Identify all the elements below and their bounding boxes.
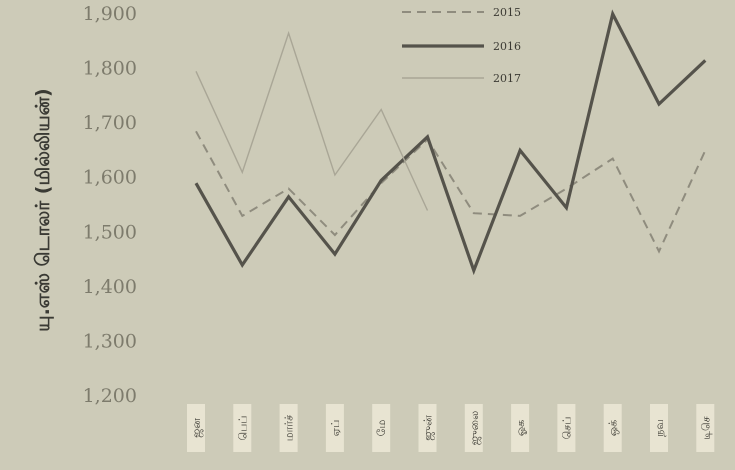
x-tick: பெப் bbox=[233, 404, 252, 452]
legend: 2015 2016 2017 bbox=[402, 6, 521, 85]
x-tick-label: ஒக் bbox=[607, 420, 620, 436]
x-tick-box bbox=[325, 404, 344, 452]
series-lines bbox=[194, 9, 707, 276]
x-tick-label: செப் bbox=[560, 417, 573, 440]
x-tick: ஜுலை bbox=[464, 404, 483, 452]
series-line-2016 bbox=[194, 9, 707, 276]
y-tick-labels: 1,200 1,300 1,400 1,500 1,600 1,700 1,800 1,900 bbox=[83, 3, 137, 407]
x-tick-label: ஜன bbox=[190, 418, 204, 438]
x-tick-box bbox=[372, 404, 391, 452]
x-tick-box bbox=[557, 404, 576, 452]
x-tick: ஒக் bbox=[603, 404, 622, 452]
x-tick-label: மார்ச் bbox=[283, 415, 296, 441]
y-tick-label: 1,800 bbox=[83, 58, 137, 80]
x-tick: செப் bbox=[557, 404, 576, 452]
y-tick-label: 1,300 bbox=[83, 330, 137, 352]
x-tick: மார்ச் bbox=[279, 404, 298, 452]
legend-item: 2015 bbox=[402, 6, 521, 19]
legend-item: 2017 bbox=[402, 72, 521, 85]
y-tick-label: 1,200 bbox=[83, 385, 137, 407]
y-tick-label: 1,600 bbox=[83, 167, 137, 189]
y-tick-label: 1,500 bbox=[83, 221, 137, 243]
x-tick-box bbox=[233, 404, 252, 452]
x-tick-label: ஜுன் bbox=[422, 415, 436, 441]
x-tick-label: ஏப் bbox=[329, 420, 342, 437]
category-labels: ஜன பெப் மார்ச் ஏப் மே ஜுன் ஜுலை ஓக செப் ஒக் நவ டிசெ bbox=[187, 404, 715, 452]
x-tick: மே bbox=[372, 404, 391, 452]
x-tick-box bbox=[696, 404, 715, 452]
y-tick-label: 1,400 bbox=[83, 276, 137, 298]
x-tick: ஜுன் bbox=[418, 404, 437, 452]
y-tick-label: 1,700 bbox=[83, 112, 137, 134]
legend-label: 2016 bbox=[493, 40, 521, 53]
x-tick: ஏப் bbox=[325, 404, 344, 452]
y-axis-label: யு.எஸ் டொலர் (மில்லியன்) bbox=[32, 88, 54, 331]
x-tick-label: மே bbox=[375, 420, 388, 437]
x-tick: ஜன bbox=[187, 404, 205, 452]
legend-label: 2015 bbox=[493, 6, 521, 19]
y-axis-label-group: யு.எஸ் டொலர் (மில்லியன்) bbox=[32, 88, 54, 331]
x-tick-box bbox=[418, 404, 437, 452]
x-tick-label: ஓக bbox=[514, 420, 527, 436]
x-tick-box bbox=[603, 404, 622, 452]
x-tick-box bbox=[187, 404, 205, 452]
legend-item: 2016 bbox=[402, 40, 521, 53]
series-line-2015 bbox=[195, 130, 707, 254]
x-tick: நவ bbox=[650, 404, 668, 452]
x-tick-box bbox=[650, 404, 668, 452]
x-tick-label: ஜுலை bbox=[468, 411, 482, 445]
x-tick: டிசெ bbox=[696, 404, 715, 452]
y-tick-label: 1,900 bbox=[83, 3, 137, 25]
x-tick-label: நவ bbox=[653, 419, 666, 437]
x-tick-label: பெப் bbox=[236, 416, 249, 441]
legend-label: 2017 bbox=[493, 72, 521, 85]
x-tick-box bbox=[279, 404, 298, 452]
x-tick-box bbox=[511, 404, 530, 452]
x-tick-box bbox=[464, 404, 483, 452]
x-tick: ஓக bbox=[511, 404, 530, 452]
x-tick-label: டிசெ bbox=[699, 416, 712, 439]
series-line-2017 bbox=[195, 30, 429, 211]
